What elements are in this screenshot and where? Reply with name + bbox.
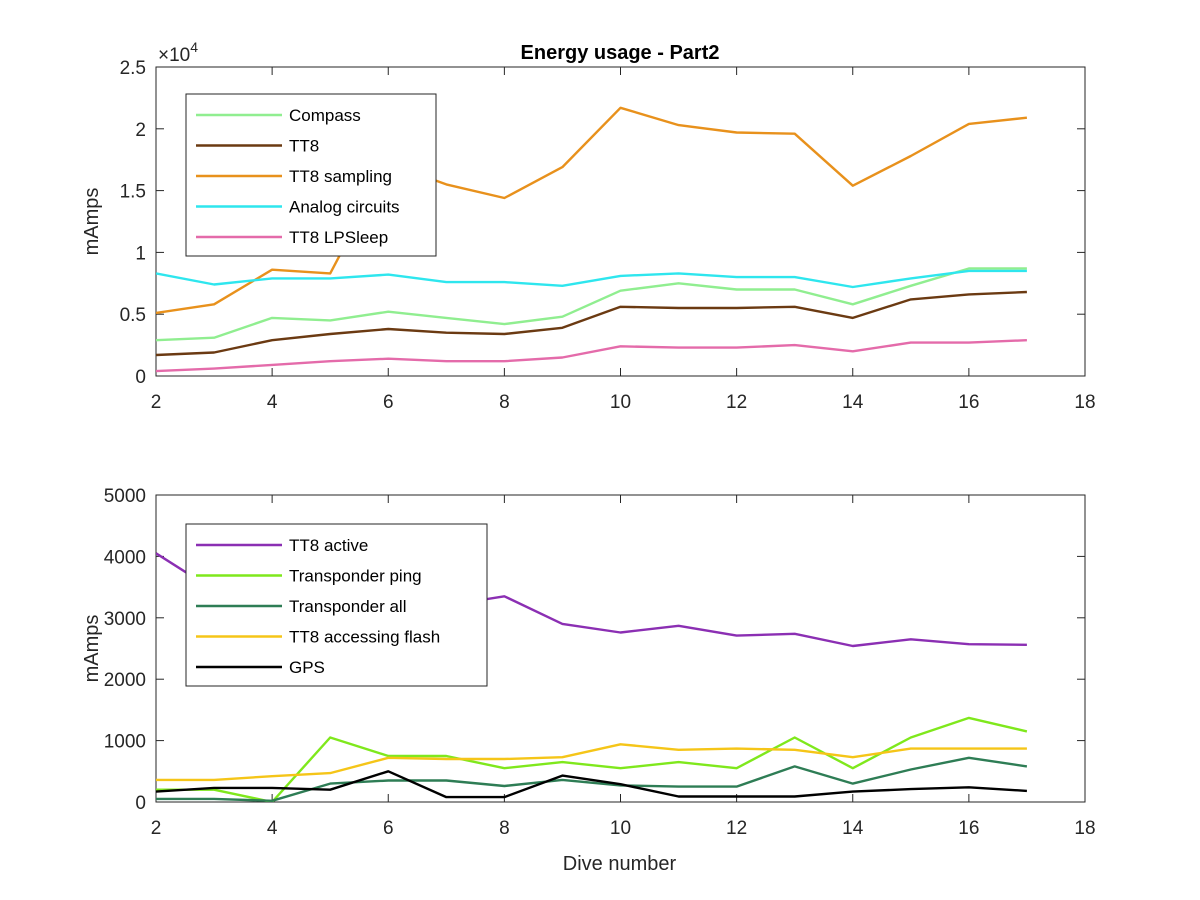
x-tick-label: 16 bbox=[958, 818, 979, 839]
series-line-tt8-lpsleep bbox=[156, 339, 1027, 373]
legend-entry-label: TT8 bbox=[289, 137, 319, 156]
x-tick-label: 2 bbox=[151, 818, 162, 839]
x-tick-label: 14 bbox=[842, 818, 864, 839]
x-tick-label: 18 bbox=[1074, 392, 1095, 413]
y-tick-label: 2.5 bbox=[120, 58, 146, 79]
y-tick-label: 3000 bbox=[104, 609, 146, 630]
legend-entry-label: Compass bbox=[289, 106, 361, 125]
y-tick-label: 0.5 bbox=[120, 305, 146, 326]
y-tick-label: 1000 bbox=[104, 732, 146, 753]
x-tick-label: 12 bbox=[726, 818, 747, 839]
bottom-subplot: 2 4 6 8 10 12 14 16 18 0 1000 2000 3000 4000 5000 mAmps… bbox=[81, 486, 1096, 875]
legend-entry-label: TT8 accessing flash bbox=[289, 628, 440, 647]
y-tick-label: 2 bbox=[135, 120, 146, 141]
series-line-tt8-sampling bbox=[156, 106, 1028, 315]
series-group bbox=[156, 106, 1028, 373]
legend-entry-label: TT8 LPSleep bbox=[289, 228, 388, 247]
series-line-compass bbox=[156, 267, 1027, 342]
y-tick-label: 0 bbox=[135, 793, 146, 814]
x-tick-label: 14 bbox=[842, 392, 864, 413]
y-exponent-label: ×104 bbox=[158, 39, 198, 66]
legend-entry-label: Transponder all bbox=[289, 597, 407, 616]
legend: TT8 active Transponder ping Transponder al… bbox=[185, 523, 488, 687]
x-tick-label: 8 bbox=[499, 392, 510, 413]
series-line-gps bbox=[156, 770, 1027, 799]
y-tick-label: 1.5 bbox=[120, 182, 146, 203]
legend: Compass TT8 TT8 sampling Analog circuits TT8… bbox=[185, 93, 437, 257]
figure-title: Energy usage - Part2 bbox=[521, 42, 720, 64]
series-line-transponder-all bbox=[156, 756, 1028, 802]
series-line-tt8 bbox=[156, 290, 1027, 357]
legend-entry-label: Transponder ping bbox=[289, 567, 422, 586]
x-tick-label: 4 bbox=[267, 392, 278, 413]
legend-entry-label: TT8 sampling bbox=[289, 167, 392, 186]
series-line-tt8-accessing-flash bbox=[156, 743, 1027, 782]
legend-entry-label: Analog circuits bbox=[289, 198, 400, 217]
x-tick-label: 10 bbox=[610, 818, 631, 839]
y-tick-label: 4000 bbox=[104, 547, 146, 568]
y-tick-label: 1 bbox=[135, 243, 146, 264]
y-axis-label: mAmps bbox=[81, 188, 103, 256]
series-group bbox=[156, 552, 1028, 802]
x-tick-label: 16 bbox=[958, 392, 979, 413]
y-tick-label: 5000 bbox=[104, 486, 146, 507]
legend-entry-label: GPS bbox=[289, 658, 325, 677]
x-tick-label: 12 bbox=[726, 392, 747, 413]
x-tick-label: 18 bbox=[1074, 818, 1095, 839]
x-axis-label: Dive number bbox=[563, 853, 677, 875]
x-tick-label: 6 bbox=[383, 392, 394, 413]
y-tick-label: 2000 bbox=[104, 670, 146, 691]
x-tick-label: 4 bbox=[267, 818, 278, 839]
legend-entry-label: TT8 active bbox=[289, 536, 368, 555]
x-tick-label: 2 bbox=[151, 392, 162, 413]
y-axis-label: mAmps bbox=[81, 615, 103, 683]
x-tick-label: 10 bbox=[610, 392, 631, 413]
series-line-analog-circuits bbox=[156, 269, 1027, 289]
x-tick-label: 6 bbox=[383, 818, 394, 839]
top-subplot: 2 4 6 8 10 12 14 16 18 0 0.5 1 1.5 2 2.5 ×104 mAmps Compa… bbox=[81, 39, 1096, 413]
x-tick-label: 8 bbox=[499, 818, 510, 839]
y-tick-label: 0 bbox=[135, 367, 146, 388]
